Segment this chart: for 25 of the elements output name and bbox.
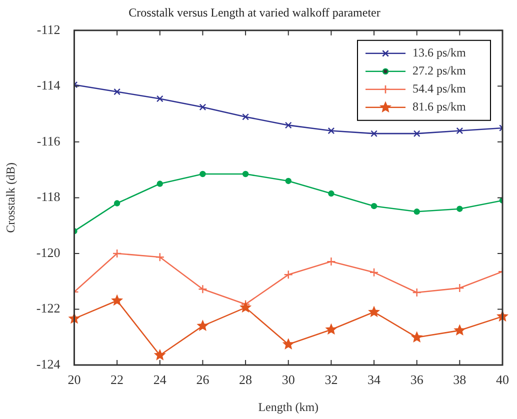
y-tick-label: -120	[36, 244, 60, 260]
x-tick-label: 24	[153, 372, 167, 388]
y-tick-label: -114	[36, 78, 61, 93]
x-tick-label: 40	[496, 372, 509, 388]
y-tick-label: -122	[36, 300, 60, 316]
x-tick-label: 32	[324, 372, 338, 388]
y-axis-title: Crosstalk (dB)	[3, 162, 18, 233]
chart-title: Crosstalk versus Length at varied walkoff parameter	[128, 5, 380, 20]
x-tick-label: 36	[410, 372, 424, 388]
legend-label: 13.6 ps/km	[412, 46, 467, 60]
legend-label: 81.6 ps/km	[412, 100, 467, 114]
x-tick-label: 22	[110, 372, 124, 388]
x-tick-label: 34	[368, 372, 382, 388]
y-tick-label: -124	[36, 356, 61, 372]
x-tick-label: 38	[453, 372, 466, 388]
legend-label: 54.4 ps/km	[412, 82, 467, 96]
x-tick-label: 30	[282, 372, 295, 388]
x-axis-title: Length (km)	[258, 400, 319, 414]
x-tick-label: 20	[68, 372, 81, 388]
legend-label: 27.2 ps/km	[412, 64, 467, 78]
y-tick-label: -118	[36, 189, 60, 204]
x-tick-label: 26	[196, 372, 210, 388]
x-tick-label: 28	[239, 372, 252, 388]
y-tick-label: -116	[36, 133, 61, 148]
y-tick-label: -112	[36, 22, 60, 37]
